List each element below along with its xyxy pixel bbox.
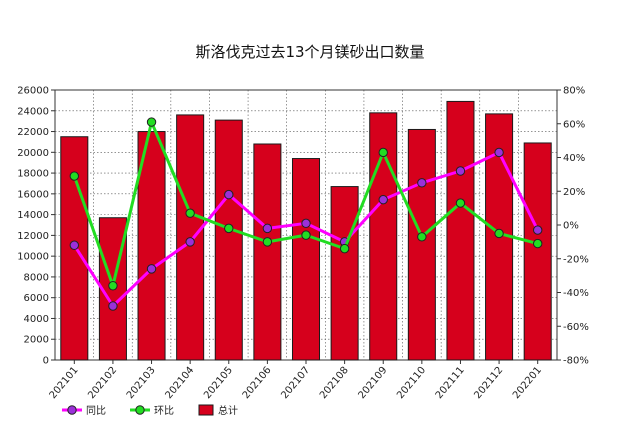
legend-mom-label: 环比 xyxy=(154,405,174,417)
x-tick-label: 202105 xyxy=(202,365,235,401)
legend-total-swatch xyxy=(198,404,214,416)
mom-point xyxy=(532,238,543,249)
y-right-tick-label: -20% xyxy=(563,254,589,265)
bar xyxy=(253,143,282,361)
yoy-point xyxy=(108,301,118,311)
y-right-tick-label: -40% xyxy=(563,288,589,299)
x-tick-label: 202102 xyxy=(86,365,119,401)
bar xyxy=(137,131,166,361)
x-tick-label: 202112 xyxy=(472,365,505,401)
y-right-tick-label: -80% xyxy=(563,356,589,367)
y-right-tick-label: 0% xyxy=(563,221,579,232)
yoy-point xyxy=(69,240,80,250)
bar xyxy=(446,100,475,361)
mom-point xyxy=(455,198,466,208)
bar xyxy=(523,142,552,361)
y-left-tick-label: 12000 xyxy=(17,231,49,242)
yoy-point xyxy=(146,264,157,274)
bar xyxy=(291,158,321,361)
mom-point xyxy=(417,232,427,242)
x-tick-label: 202107 xyxy=(279,365,312,401)
legend-item-yoy: 同比 xyxy=(62,405,106,417)
y-left-tick-label: 8000 xyxy=(24,272,49,283)
yoy-point xyxy=(417,178,427,188)
y-right-tick-label: -60% xyxy=(563,322,589,333)
legend-yoy-marker xyxy=(67,405,77,415)
y-left-tick-label: 6000 xyxy=(24,293,49,304)
legend-item-mom: 环比 xyxy=(130,405,174,417)
legend-item-total: 总计 xyxy=(198,404,238,417)
x-tick-label: 202108 xyxy=(318,365,351,401)
y-left-tick-label: 2000 xyxy=(24,335,49,346)
yoy-point xyxy=(262,223,273,234)
x-tick-label: 202109 xyxy=(357,365,390,401)
legend-total-label: 总计 xyxy=(218,404,238,417)
x-tick-label: 202103 xyxy=(125,365,158,401)
y-left-tick-label: 14000 xyxy=(17,210,49,221)
legend-yoy-label: 同比 xyxy=(86,405,106,417)
bar xyxy=(407,128,436,361)
x-axis: 202101 202102 202103 202104 202105 202106 2021… xyxy=(48,360,544,401)
y-left-tick-label: 16000 xyxy=(17,189,49,200)
y-left-tick-label: 24000 xyxy=(17,106,49,117)
yoy-point xyxy=(224,189,234,200)
y-right-tick-label: 40% xyxy=(563,153,585,164)
bar xyxy=(330,186,359,361)
legend: 同比 环比 总计 xyxy=(62,404,238,417)
y-left-tick-label: 10000 xyxy=(17,252,49,263)
mom-point xyxy=(494,228,504,239)
mom-point xyxy=(69,171,80,181)
y-left-tick-label: 18000 xyxy=(17,169,49,180)
x-tick-label: 202106 xyxy=(241,365,274,401)
bar xyxy=(214,119,243,361)
legend-mom-marker xyxy=(135,405,145,415)
mom-point xyxy=(108,281,118,291)
y-axis-right: -80% -60% -40% -20% 0% 20% 40% 60% 80% xyxy=(557,86,589,367)
x-tick-label: 202111 xyxy=(434,365,467,401)
mom-point xyxy=(185,208,195,218)
x-tick-label: 202104 xyxy=(163,365,196,401)
yoy-point xyxy=(301,218,311,229)
mom-point xyxy=(378,147,388,158)
x-tick-label: 202110 xyxy=(395,365,428,401)
yoy-point xyxy=(494,147,504,158)
y-left-tick-label: 0 xyxy=(43,356,49,367)
chart-title: 斯洛伐克过去13个月镁砂出口数量 xyxy=(195,43,424,61)
mom-point xyxy=(339,243,350,254)
mom-point xyxy=(301,230,311,240)
mom-point xyxy=(224,223,234,234)
y-right-tick-label: 20% xyxy=(563,187,585,198)
y-right-tick-label: 60% xyxy=(563,119,585,130)
y-left-tick-label: 26000 xyxy=(17,86,49,97)
yoy-point xyxy=(532,225,543,235)
x-tick-label: 202101 xyxy=(48,365,81,401)
yoy-point xyxy=(455,166,466,176)
mom-point xyxy=(146,117,157,127)
y-left-tick-label: 20000 xyxy=(17,148,49,159)
y-right-tick-label: 80% xyxy=(563,86,585,97)
y-left-tick-label: 22000 xyxy=(17,127,49,138)
mom-series xyxy=(69,117,543,291)
yoy-point xyxy=(378,194,388,205)
y-left-tick-label: 4000 xyxy=(24,314,49,325)
mom-point xyxy=(262,237,273,247)
y-axis-left: 0 2000 4000 6000 8000 10000 12000 14000 16000 180… xyxy=(17,86,55,367)
yoy-point xyxy=(185,237,195,247)
x-tick-label: 202201 xyxy=(511,365,544,401)
